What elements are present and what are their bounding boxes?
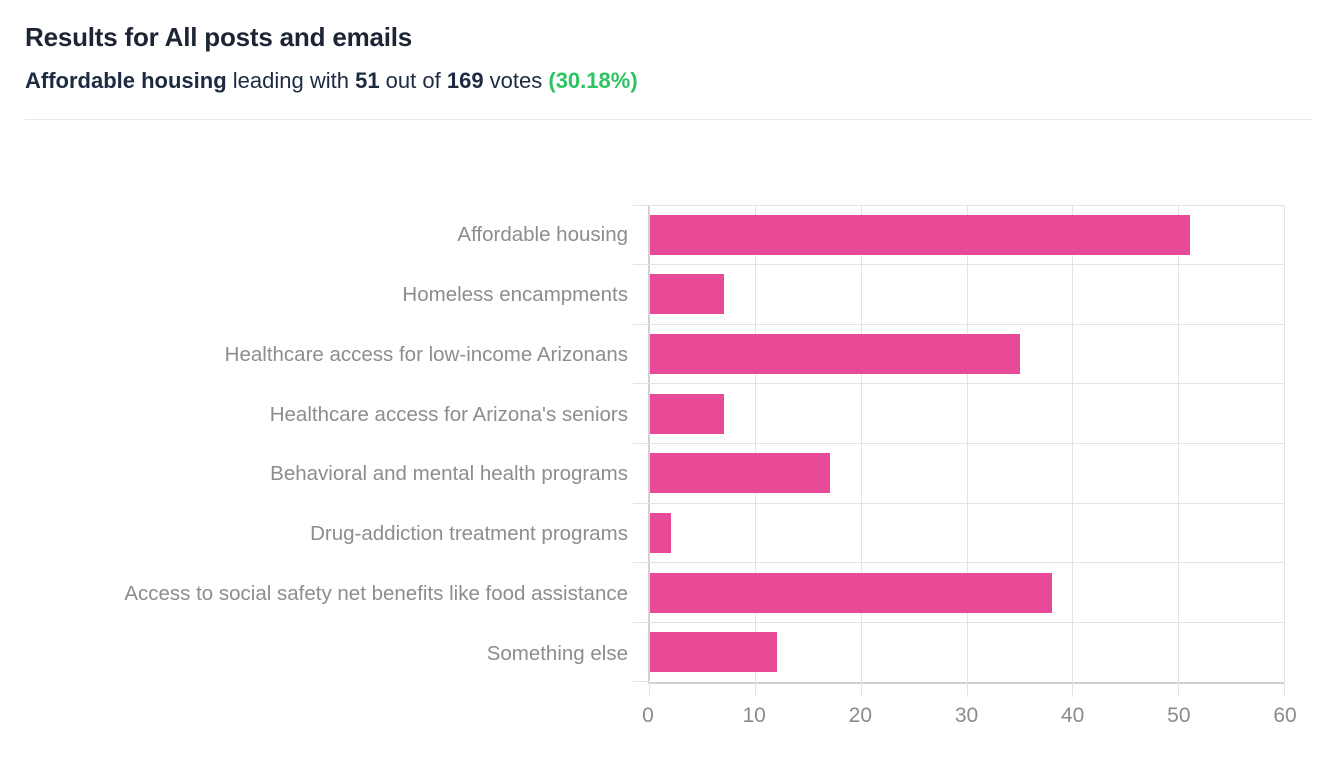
x-tick-label: 60 xyxy=(1273,704,1297,727)
y-axis-tick xyxy=(633,621,650,623)
category-label: Healthcare access for low-income Arizona… xyxy=(224,342,628,366)
x-axis-tick xyxy=(649,682,650,697)
category-label: Behavioral and mental health programs xyxy=(270,462,628,486)
x-tick-label: 40 xyxy=(1060,704,1085,727)
bar-row xyxy=(650,444,1285,504)
results-summary: Affordable housing leading with 51 out o… xyxy=(25,68,638,94)
bar-row xyxy=(650,503,1285,563)
category-label: Homeless encampments xyxy=(402,282,628,306)
category-label: Something else xyxy=(486,642,628,666)
category-axis: Affordable housing Homeless encampments He… xyxy=(0,205,628,684)
x-tick-label: 10 xyxy=(742,704,766,727)
bar-drug-addiction-treatment-programs[interactable] xyxy=(650,512,672,553)
x-tick-label: 0 xyxy=(642,704,654,727)
leading-percent-value: (30.18%) xyxy=(548,68,638,93)
x-tick-label: 30 xyxy=(954,704,979,727)
x-tick-label: 20 xyxy=(848,704,873,727)
x-axis-tick xyxy=(1284,682,1285,697)
y-axis-tick xyxy=(633,502,650,504)
y-axis-tick xyxy=(633,443,650,444)
bar-access-to-social-safety-net-benefits-like-food-assistance[interactable] xyxy=(650,572,1053,613)
row-gridline xyxy=(650,205,1285,206)
y-axis-tick xyxy=(633,323,650,325)
bar-row xyxy=(650,622,1285,682)
x-axis-tick xyxy=(754,682,756,697)
bar-homeless-encampments[interactable] xyxy=(650,274,725,315)
x-axis-tick xyxy=(966,682,968,697)
row-gridline xyxy=(650,264,1285,266)
bars xyxy=(650,205,1285,682)
bar-row xyxy=(650,205,1285,265)
bar-healthcare-access-for-low-income-arizonans[interactable] xyxy=(650,334,1021,375)
y-axis-tick xyxy=(633,383,650,385)
leading-category-text: Affordable housing xyxy=(25,68,227,93)
summary-text: out of xyxy=(379,68,447,93)
x-gridline xyxy=(1284,205,1285,682)
y-axis-tick xyxy=(633,205,650,206)
bar-row xyxy=(650,563,1285,623)
x-axis-tick xyxy=(860,682,862,697)
bar-row xyxy=(650,265,1285,325)
total-votes-value: 169 xyxy=(446,68,484,93)
row-gridline xyxy=(650,502,1285,504)
row-gridline xyxy=(650,383,1285,385)
x-axis-tick xyxy=(1072,682,1074,697)
y-axis-tick xyxy=(633,562,650,564)
plot-area xyxy=(633,205,1285,697)
page-title: Results for All posts and emails xyxy=(25,22,413,52)
x-axis: 0 10 20 30 40 50 60 xyxy=(642,704,1297,732)
row-gridline xyxy=(650,562,1285,564)
y-axis-tick xyxy=(633,681,650,682)
bar-row xyxy=(650,384,1285,444)
category-label: Affordable housing xyxy=(457,222,628,246)
bar-healthcare-access-for-arizona-s-seniors[interactable] xyxy=(650,393,725,434)
x-tick-label: 50 xyxy=(1167,704,1191,727)
category-label: Healthcare access for Arizona's seniors xyxy=(269,402,628,426)
category-label: Drug-addiction treatment programs xyxy=(310,522,628,546)
x-gridline xyxy=(1072,205,1074,682)
category-label: Access to social safety net benefits lik… xyxy=(124,582,628,606)
summary-text: leading with xyxy=(226,68,356,93)
summary-text: votes xyxy=(483,68,549,93)
x-gridline xyxy=(754,205,756,682)
x-gridline xyxy=(966,205,968,682)
row-gridline xyxy=(650,443,1285,444)
bar-affordable-housing[interactable] xyxy=(650,214,1190,255)
bar-something-else[interactable] xyxy=(650,632,777,673)
x-gridline xyxy=(1178,205,1180,682)
row-gridline xyxy=(650,621,1285,623)
row-gridline xyxy=(650,323,1285,325)
x-gridline xyxy=(860,205,862,682)
bar-behavioral-and-mental-health-programs[interactable] xyxy=(650,453,830,494)
leading-votes-value: 51 xyxy=(355,68,380,93)
y-axis-tick xyxy=(633,264,650,266)
divider xyxy=(25,119,1313,120)
bar-row xyxy=(650,324,1285,384)
gridlines xyxy=(633,205,1285,697)
x-axis-tick xyxy=(1178,682,1180,697)
